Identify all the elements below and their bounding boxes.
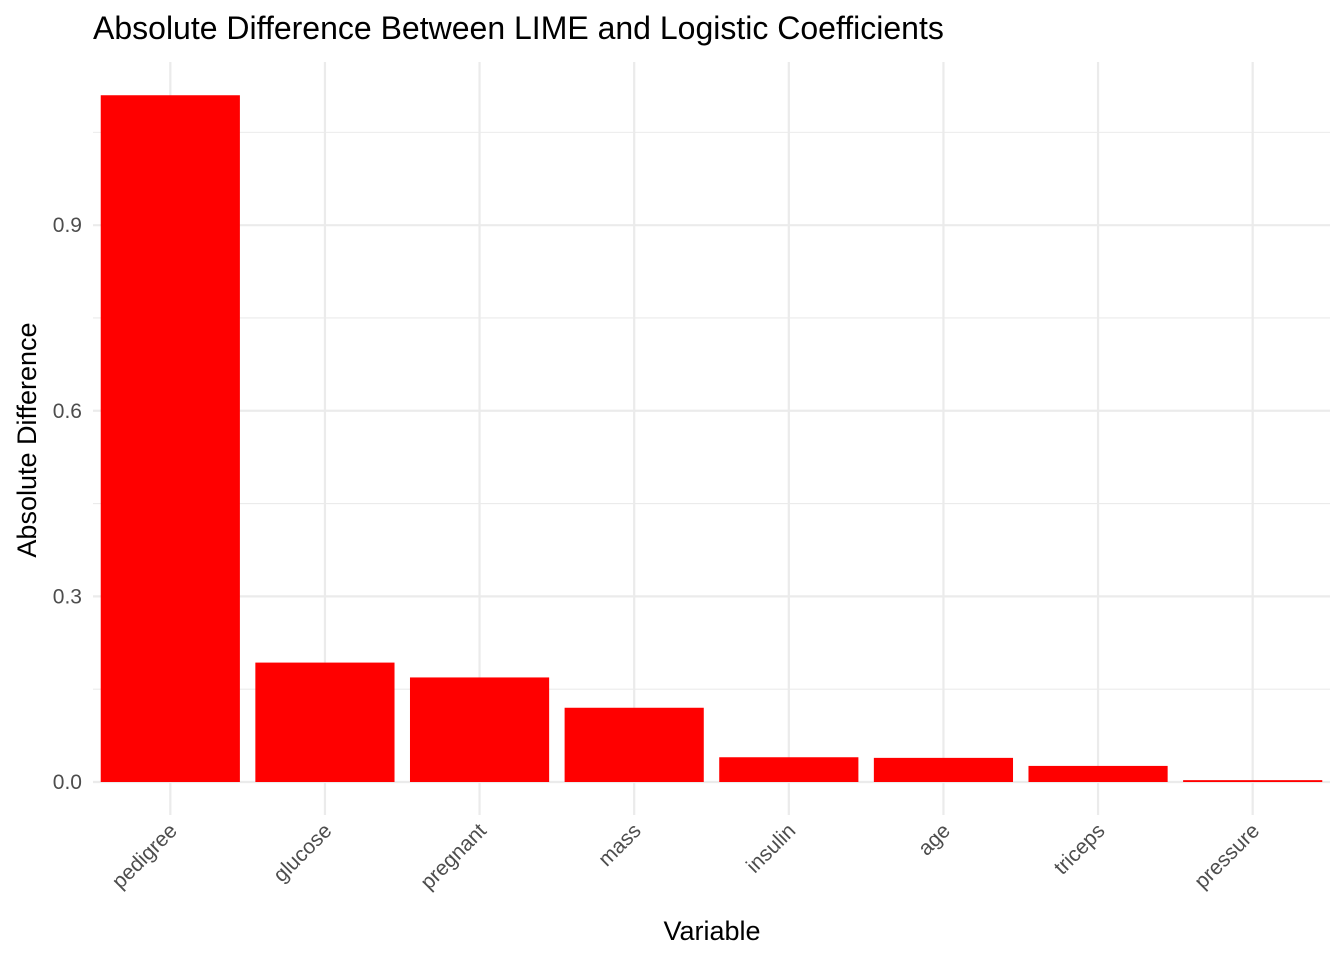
chart-title: Absolute Difference Between LIME and Log…: [93, 10, 944, 46]
bar-glucose: [255, 662, 395, 782]
bars: [100, 95, 1323, 783]
x-tick-label: glucose: [269, 819, 336, 886]
x-tick-label: mass: [594, 819, 646, 871]
bar-pregnant: [409, 677, 550, 782]
y-axis-ticks: 0.0 0.3 0.6 0.9: [53, 214, 82, 794]
y-tick-label: 0.6: [53, 400, 82, 423]
x-tick-label: pressure: [1190, 819, 1264, 893]
y-tick-label: 0.9: [53, 214, 82, 237]
x-axis-title: Variable: [663, 916, 760, 946]
x-tick-label: insulin: [742, 819, 800, 877]
x-tick-label: pregnant: [416, 819, 491, 894]
y-tick-label: 0.0: [53, 771, 82, 794]
x-axis-ticks: pedigree glucose pregnant mass insulin age tri…: [108, 819, 1264, 894]
x-tick-label: triceps: [1050, 819, 1110, 879]
x-tick-label: pedigree: [108, 819, 182, 893]
bar-pedigree: [100, 95, 240, 783]
grid-lines: [93, 62, 1330, 815]
bar-pressure: [1183, 780, 1323, 782]
y-tick-label: 0.3: [53, 585, 82, 608]
bar-triceps: [1028, 765, 1168, 782]
bar-mass: [564, 707, 704, 782]
bar-age: [873, 757, 1014, 782]
y-axis-title: Absolute Difference: [12, 322, 42, 557]
x-tick-label: age: [914, 819, 955, 860]
bar-insulin: [719, 757, 859, 782]
